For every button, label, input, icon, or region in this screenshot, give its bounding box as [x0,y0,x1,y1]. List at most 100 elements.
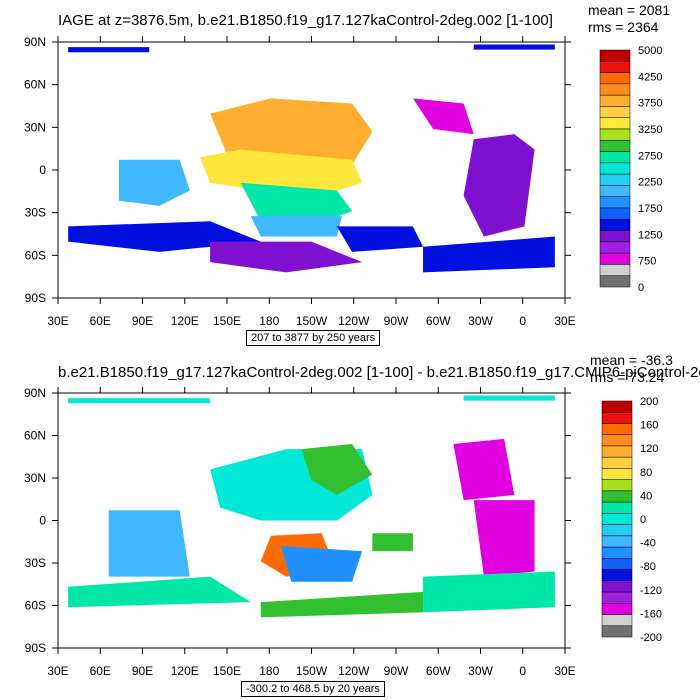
panel2-rms: rms = 73.24 [590,369,665,385]
panel2-x-tick-label: 90E [132,664,153,678]
panel2-colorbar-swatch [601,479,633,492]
panel1-range-label: 207 to 3877 by 250 years [246,330,381,346]
panel2-colorbar-label: -160 [640,608,662,620]
panel2-field-region [473,500,535,577]
panel1-colorbar-label: 2750 [638,150,662,162]
panel1-x-tick-label: 60E [90,314,111,328]
panel2-x-tick-label: 0 [519,664,526,678]
panel2-colorbar-swatch [601,535,633,548]
panel1-colorbar-swatch [599,106,631,118]
panel2-colorbar-swatch [601,513,633,525]
panel1-colorbar-swatch [599,151,631,164]
panel1-colorbar-swatch [599,128,631,141]
panel1-colorbar-label: 1750 [638,203,662,215]
panel1-x-tick-label: 0 [519,314,526,328]
panel2-x-tick-label: 150E [213,664,241,678]
panel1-field-region [68,47,150,53]
panel2-colorbar-label: -200 [640,632,662,644]
panel2-field-region [423,571,555,613]
panel2-colorbar-swatch [601,423,633,435]
panel2-x-tick-label: 30W [468,664,493,678]
panel1-colorbar-label: 750 [638,256,656,268]
panel2-field-region [372,533,413,552]
panel2-y-tick-label: 90N [24,386,46,400]
panel2-colorbar-swatch [601,400,633,413]
panel1-colorbar-label: 4250 [638,71,662,83]
panel2-x-tick-label: 90W [384,664,409,678]
panel1-field-region [463,134,535,237]
panel2-colorbar-swatch [601,580,633,593]
panel1-rms: rms = 2364 [588,19,659,35]
panel1-x-tick-label: 150W [296,314,328,328]
panel1-colorbar-swatch [599,72,631,85]
panel1-colorbar-swatch [599,61,631,73]
panel1-y-tick-label: 60N [24,78,46,92]
panel2-field-region [108,510,190,577]
panel1-colorbar-label: 3250 [638,124,662,136]
panel2-stats: mean = -36.3 rms = 73.24 [590,352,673,386]
panel1-title: IAGE at z=3876.5m, b.e21.B1850.f19_g17.1… [58,12,553,29]
panel2-colorbar-swatch [601,434,633,447]
panel2-field-region [68,398,211,404]
panel1-field-region [473,44,555,50]
panel1-colorbar-label: 0 [638,282,644,294]
panel1-colorbar-swatch [599,264,631,276]
panel2-y-tick-label: 90S [25,641,46,655]
panel2-colorbar-label: 0 [640,514,646,526]
panel2-colorbar-swatch [601,524,633,537]
panel2-colorbar-swatch [601,546,633,559]
panel2-colorbar-swatch [601,411,633,424]
panel2-y-tick-label: 60N [24,429,46,443]
panel1-colorbar-label: 2250 [638,177,662,189]
panel1-x-tick-label: 30E [47,314,68,328]
panel1-colorbar-label: 5000 [638,45,662,57]
panel1-field-region [336,226,424,252]
panel2-colorbar-swatch [601,614,633,627]
panel1-colorbar-swatch [599,241,631,254]
panel2-colorbar-swatch [601,468,633,480]
panel1-colorbar-swatch [599,140,631,152]
panel1-y-tick-label: 30S [25,206,46,220]
panel2-colorbar-swatch [601,569,633,582]
panel2-x-tick-label: 120W [338,664,370,678]
panel1-colorbar-label: 3750 [638,98,662,110]
panel1-colorbar-swatch [599,196,631,209]
panel1-x-tick-label: 150E [213,314,241,328]
panel1-colorbar-swatch [599,207,631,220]
panel1-field-region [118,159,190,206]
panel1-x-tick-label: 120E [171,314,199,328]
panel2-colorbar-swatch [601,603,633,615]
panel2-title: b.e21.B1850.f19_g17.127kaControl-2deg.00… [58,364,700,381]
panel2-colorbar-swatch [601,558,633,570]
panel1-y-tick-label: 60S [25,248,46,262]
panel2-colorbar-swatch [601,490,633,503]
panel1-x-tick-label: 90W [384,314,409,328]
panel1-y-tick-label: 90N [24,35,46,49]
panel2-colorbar-label: 160 [640,420,658,432]
panel2-range-label: -300.2 to 468.5 by 20 years [241,681,385,697]
panel2-colorbar-swatch [601,625,633,638]
panel2-colorbar-swatch [601,591,633,604]
panel2-x-tick-label: 150W [296,664,328,678]
panel1-field-region [412,98,474,135]
panel1-colorbar-swatch [599,173,631,186]
panel2-colorbar-label: 120 [640,443,658,455]
panel2-colorbar-label: 200 [640,396,658,408]
panel2-colorbar-label: 80 [640,467,652,479]
panel1-field-region [199,149,363,196]
panel2-field-region [463,395,555,401]
panel1-colorbar-swatch [599,94,631,107]
panel2-x-tick-label: 60E [90,664,111,678]
panel2-y-tick-label: 60S [25,599,46,613]
panel1-x-tick-label: 30E [554,314,575,328]
panel2-colorbar-swatch [601,501,633,514]
panel2-x-tick-label: 60W [426,664,451,678]
panel1-field-region [423,236,555,273]
panel1-x-tick-label: 180 [259,314,279,328]
panel1-field-region [210,241,363,273]
panel2-field-region [260,591,424,618]
panel2-y-tick-label: 0 [39,514,46,528]
panel2-field-region [453,438,515,501]
panel2-colorbar-label: -40 [640,538,656,550]
panel1-colorbar-label: 1250 [638,229,662,241]
